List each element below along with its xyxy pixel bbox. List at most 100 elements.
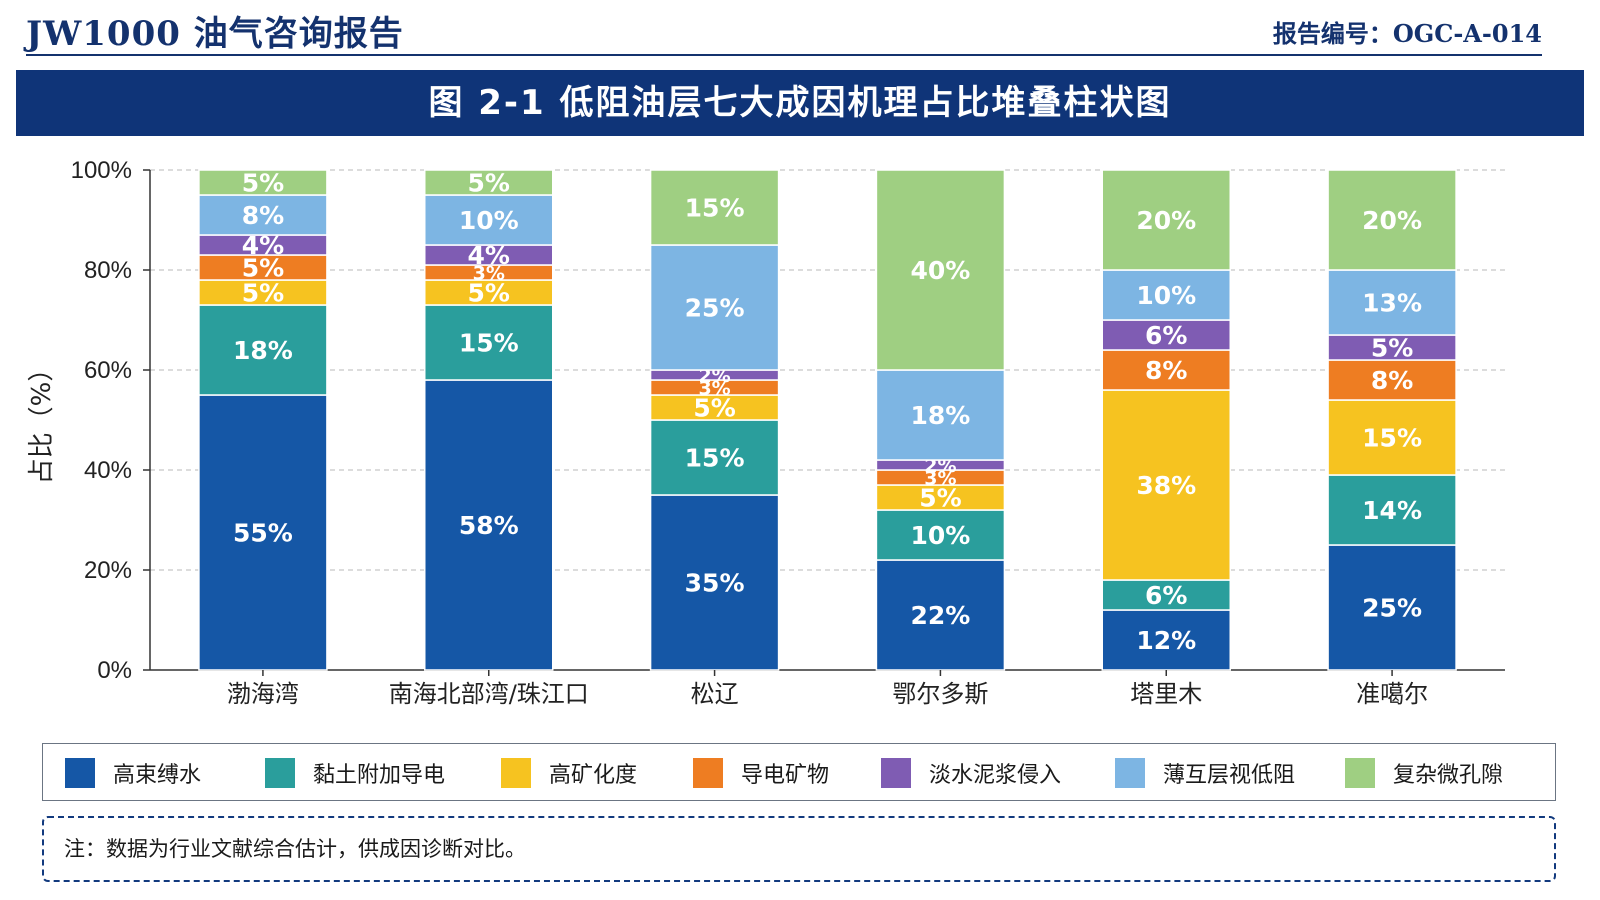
data-label: 55% [233,519,293,548]
bar-segment [198,304,328,396]
bar-segment [649,169,780,246]
x-tick-label: 准噶尔 [1356,680,1428,708]
legend-item: 导电矿物 [693,744,829,802]
legend-swatch [1115,758,1145,788]
bar-segment [1327,399,1457,476]
legend-item: 黏土附加导电 [265,744,445,802]
chart-legend: 高束缚水 黏土附加导电 高矿化度 导电矿物 淡水泥浆侵入 薄互层视低阻 复杂微孔隙 [42,743,1556,801]
bar-segment [649,494,780,671]
bar-segment [1327,544,1457,671]
bar-segment [649,394,780,421]
bar-segment [875,509,1006,561]
legend-swatch [1345,758,1375,788]
data-label: 38% [1136,471,1196,500]
data-label: 5% [468,169,510,198]
data-label: 20% [1136,206,1196,235]
data-label: 12% [1136,626,1196,655]
data-label: 8% [242,201,284,230]
y-axis-label: 占比（%） [27,356,57,485]
legend-label: 薄互层视低阻 [1163,763,1296,788]
report-number: 报告编号：OGC-A-014 [1272,19,1542,48]
legend-swatch [265,758,295,788]
y-tick-label: 20% [84,557,132,584]
x-tick-label: 塔里木 [1130,680,1202,708]
x-tick-label: 渤海湾 [227,680,299,708]
legend-label: 导电矿物 [741,763,830,788]
legend-item: 高矿化度 [501,744,637,802]
bar-segment [424,279,554,306]
data-label: 3% [698,377,730,399]
legend-swatch [881,758,911,788]
data-label: 20% [1362,206,1422,235]
data-label: 8% [1371,366,1413,395]
bar-segment [649,244,780,371]
data-label: 5% [468,279,510,308]
data-label: 40% [910,256,970,285]
legend-swatch [501,758,531,788]
data-label: 14% [1362,496,1422,525]
legend-item: 薄互层视低阻 [1115,744,1295,802]
bar-segment [1101,389,1231,581]
data-label: 15% [1362,424,1422,453]
data-label: 15% [459,329,519,358]
legend-item: 淡水泥浆侵入 [881,744,1061,802]
data-label: 10% [1136,281,1196,310]
legend-label: 高矿化度 [549,763,638,788]
data-label: 15% [685,444,745,473]
header-divider [26,54,1542,56]
bar-segment [198,254,328,281]
x-tick-label: 鄂尔多斯 [892,680,988,708]
data-label: 6% [1145,581,1187,610]
report-title: JW1000 油气咨询报告 [26,14,404,54]
bar-segment [875,369,1006,461]
data-label: 5% [919,484,961,513]
bar-segment [198,169,328,196]
data-label: 4% [242,231,284,260]
data-label: 13% [1362,289,1422,318]
bar-segment [424,169,554,196]
y-tick-label: 0% [97,657,132,684]
x-tick-label: 松辽 [691,680,739,708]
bar-segment [424,194,554,246]
data-label: 5% [1371,334,1413,363]
data-label: 25% [1362,594,1422,623]
data-label: 18% [910,401,970,430]
bar-segment [424,304,554,381]
legend-label: 复杂微孔隙 [1393,763,1504,788]
bar-segment [1101,269,1231,321]
data-label: 5% [242,254,284,283]
legend-swatch [65,758,95,788]
data-label: 10% [459,206,519,235]
data-label: 15% [685,194,745,223]
bar-segment [424,379,554,671]
data-label: 5% [242,169,284,198]
data-label: 22% [910,601,970,630]
data-label: 58% [459,511,519,540]
bar-segment [1101,349,1231,391]
data-label: 4% [468,241,510,270]
legend-label: 高束缚水 [113,763,202,788]
y-tick-label: 100% [71,157,132,184]
y-tick-label: 60% [84,357,132,384]
y-tick-label: 80% [84,257,132,284]
bar-segment [1327,169,1457,271]
data-label: 5% [242,279,284,308]
data-label: 35% [685,569,745,598]
figure-title: 图 2-1 低阻油层七大成因机理占比堆叠柱状图 [16,70,1584,136]
bar-segment [1327,474,1457,546]
stacked-bar-chart: 0%20%40%60%80%100%占比（%）55%18%5%5%4%8%5%渤… [27,157,1505,708]
legend-label: 黏土附加导电 [313,763,446,788]
y-tick-label: 40% [84,457,132,484]
bar-segment [198,279,328,306]
legend-item: 复杂微孔隙 [1345,744,1503,802]
data-label: 6% [1145,321,1187,350]
bar-segment [1327,269,1457,336]
legend-item: 高束缚水 [65,744,201,802]
data-label: 25% [685,294,745,323]
data-label: 8% [1145,356,1187,385]
data-label: 18% [233,336,293,365]
data-label: 5% [693,394,735,423]
bar-segment [198,194,328,236]
footnote: 注：数据为行业文献综合估计，供成因诊断对比。 [42,816,1556,882]
data-label: 3% [924,467,956,489]
